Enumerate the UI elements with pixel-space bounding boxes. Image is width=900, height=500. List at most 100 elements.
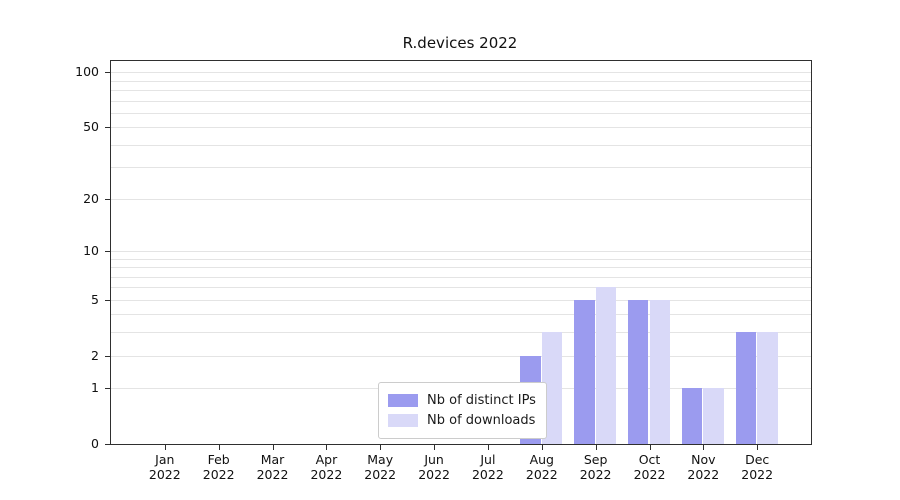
x-tick-mark [272,444,274,450]
x-tick-month: Mar [260,452,285,467]
legend-item: Nb of downloads [388,411,536,430]
x-tick-mark [218,444,220,450]
bar-downloads [649,299,670,444]
y-gridline [111,299,811,301]
x-tick-label: Feb 2022 [184,452,254,482]
y-gridline [111,287,811,289]
legend-swatch [388,414,418,427]
y-gridline [111,258,811,260]
legend-label: Nb of downloads [427,413,536,428]
y-tick-mark [105,198,111,200]
y-gridline [111,89,811,91]
y-tick-label: 100 [75,64,99,80]
y-tick-label: 2 [91,347,99,363]
x-tick-year: 2022 [741,467,774,482]
x-tick-mark [487,444,489,450]
x-tick-mark [326,444,328,450]
x-tick-label: Sep 2022 [561,452,631,482]
x-tick-month: Jan [155,452,175,467]
y-tick-mark [105,72,111,74]
x-tick-month: Dec [745,452,770,467]
x-tick-month: Jun [424,452,444,467]
y-tick-label: 1 [91,380,99,396]
x-tick-month: May [367,452,394,467]
x-tick-mark [703,444,705,450]
y-gridline [111,167,811,169]
y-tick-mark [105,250,111,252]
bar-downloads [595,287,617,444]
y-gridline [111,250,811,252]
plot-area: Nb of distinct IPs Nb of downloads 0 1 2 5 10… [75,60,812,482]
x-tick-label: Apr 2022 [291,452,361,482]
bar-downloads [757,332,778,444]
x-tick-mark [380,444,382,450]
bar-distinct-ips [735,332,757,444]
bar-distinct-ips [681,388,703,444]
bar-downloads [703,388,724,444]
y-tick-label: 5 [91,291,99,307]
x-tick-month: Oct [638,452,661,467]
legend-swatch [388,394,418,407]
x-tick-mark [757,444,759,450]
x-tick-year: 2022 [364,467,397,482]
y-tick-label: 50 [83,119,99,135]
y-gridline [111,112,811,114]
legend-label: Nb of distinct IPs [427,393,536,408]
x-tick-year: 2022 [256,467,289,482]
x-tick-month: Sep [583,452,608,467]
x-tick-year: 2022 [418,467,450,482]
y-tick-mark [105,444,111,445]
x-tick-mark [434,444,436,450]
x-tick-year: 2022 [148,467,181,482]
x-tick-label: Jul 2022 [453,452,523,482]
x-tick-year: 2022 [471,467,504,482]
x-tick-mark [649,444,651,450]
bar-distinct-ips [627,299,649,444]
x-tick-label: Aug 2022 [507,452,577,482]
x-tick-year: 2022 [579,467,612,482]
x-tick-mark [541,444,543,450]
y-gridline [111,72,811,74]
x-tick-mark [164,444,166,450]
x-tick-label: Nov 2022 [668,452,738,482]
y-tick-mark [105,388,111,390]
legend-item: Nb of distinct IPs [388,391,536,410]
y-gridline [111,144,811,146]
x-tick-year: 2022 [202,467,235,482]
chart-title: R.devices 2022 [402,34,518,52]
x-tick-mark [595,444,597,450]
y-tick-label: 10 [83,242,99,258]
x-tick-label: Oct 2022 [615,452,685,482]
y-gridline [111,355,811,357]
y-gridline [111,267,811,268]
y-gridline [111,314,811,316]
x-tick-month: Feb [207,452,230,467]
x-tick-month: Jul [480,452,496,467]
y-tick-label: 0 [91,436,99,451]
x-tick-label: Dec 2022 [722,452,792,482]
x-tick-label: Jan 2022 [130,452,200,482]
x-tick-year: 2022 [525,467,558,482]
y-tick-mark [105,299,111,301]
bar-distinct-ips [574,299,595,444]
legend: Nb of distinct IPs Nb of downloads [378,382,547,439]
x-tick-year: 2022 [687,467,720,482]
x-tick-month: Aug [529,452,554,467]
x-tick-year: 2022 [310,467,343,482]
y-gridline [111,100,811,102]
x-tick-label: Mar 2022 [238,452,308,482]
x-tick-month: Apr [315,452,338,467]
y-gridline [111,80,811,82]
y-gridline [111,198,811,200]
x-tick-label: Jun 2022 [399,452,469,482]
y-tick-label: 20 [83,190,99,206]
x-tick-month: Nov [691,452,716,467]
y-gridline [111,127,811,129]
x-tick-year: 2022 [633,467,666,482]
y-gridline [111,332,811,334]
y-tick-mark [105,355,111,357]
x-tick-label: May 2022 [345,452,415,482]
y-tick-mark [105,127,111,129]
y-gridline [111,276,811,278]
